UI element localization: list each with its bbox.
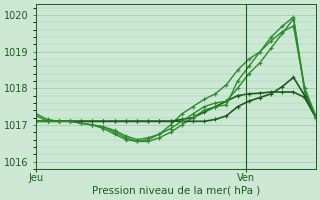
X-axis label: Pression niveau de la mer( hPa ): Pression niveau de la mer( hPa ) <box>92 186 260 196</box>
